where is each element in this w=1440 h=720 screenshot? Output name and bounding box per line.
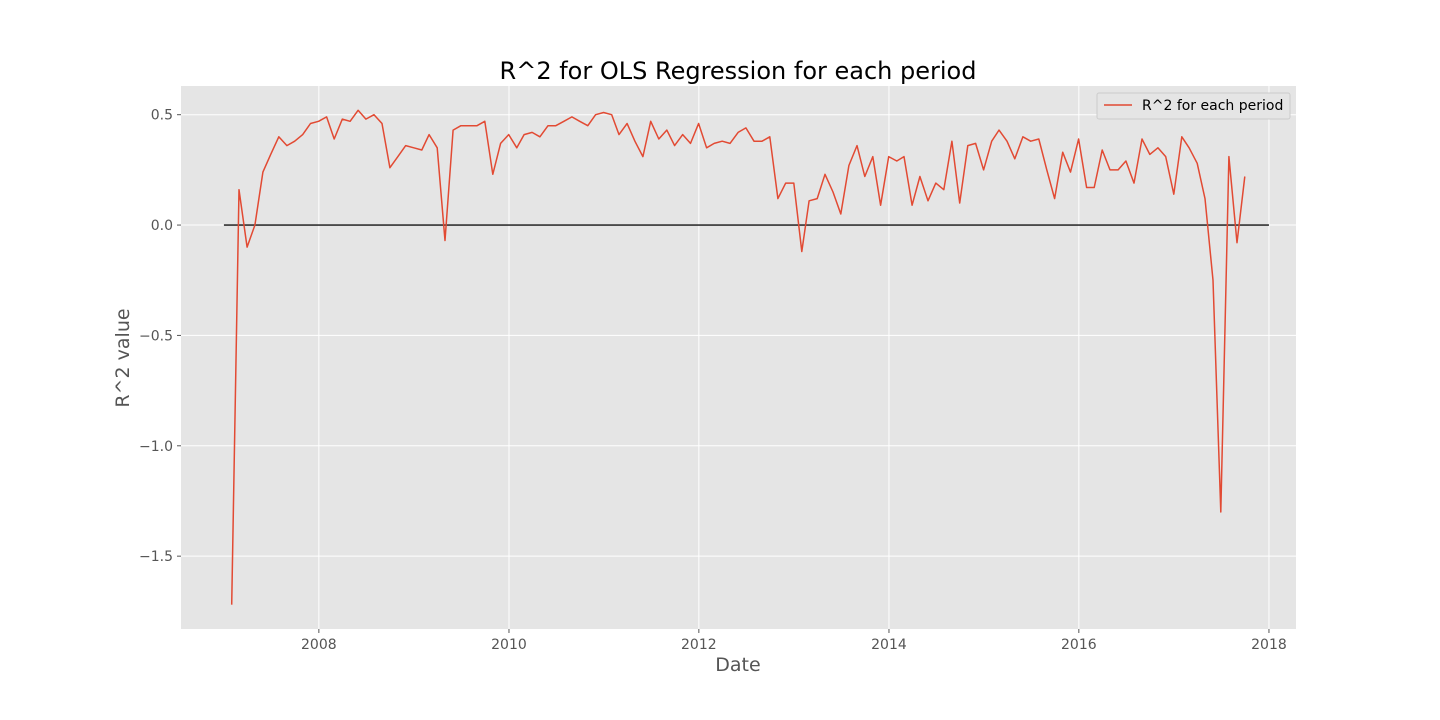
plot-area xyxy=(181,86,1296,629)
x-axis-ticks: 2008 2010 2012 2014 2016 2018 xyxy=(301,629,1287,653)
chart-title: R^2 for OLS Regression for each period xyxy=(500,57,977,85)
y-tick-label: −1.5 xyxy=(139,549,173,565)
x-tick-label: 2010 xyxy=(491,637,527,653)
y-tick-label: −0.5 xyxy=(139,328,173,344)
x-tick-label: 2018 xyxy=(1251,637,1287,653)
legend-label: R^2 for each period xyxy=(1142,98,1283,114)
y-axis-ticks: 0.5 0.0 −0.5 −1.0 −1.5 xyxy=(139,108,181,565)
x-tick-label: 2016 xyxy=(1061,637,1097,653)
series-line xyxy=(230,109,1246,605)
legend-box xyxy=(1096,92,1291,120)
x-tick-label: 2014 xyxy=(871,637,907,653)
y-axis-label: R^2 value xyxy=(112,308,134,407)
y-tick-label: 0.5 xyxy=(151,108,173,124)
x-tick-label: 2012 xyxy=(681,637,717,653)
x-tick-label: 2008 xyxy=(301,637,337,653)
y-tick-label: 0.0 xyxy=(151,218,173,234)
series-group xyxy=(230,109,1246,605)
y-tick-label: −1.0 xyxy=(139,439,173,455)
legend: R^2 for each period xyxy=(1096,92,1291,120)
x-axis-label: Date xyxy=(715,654,760,676)
